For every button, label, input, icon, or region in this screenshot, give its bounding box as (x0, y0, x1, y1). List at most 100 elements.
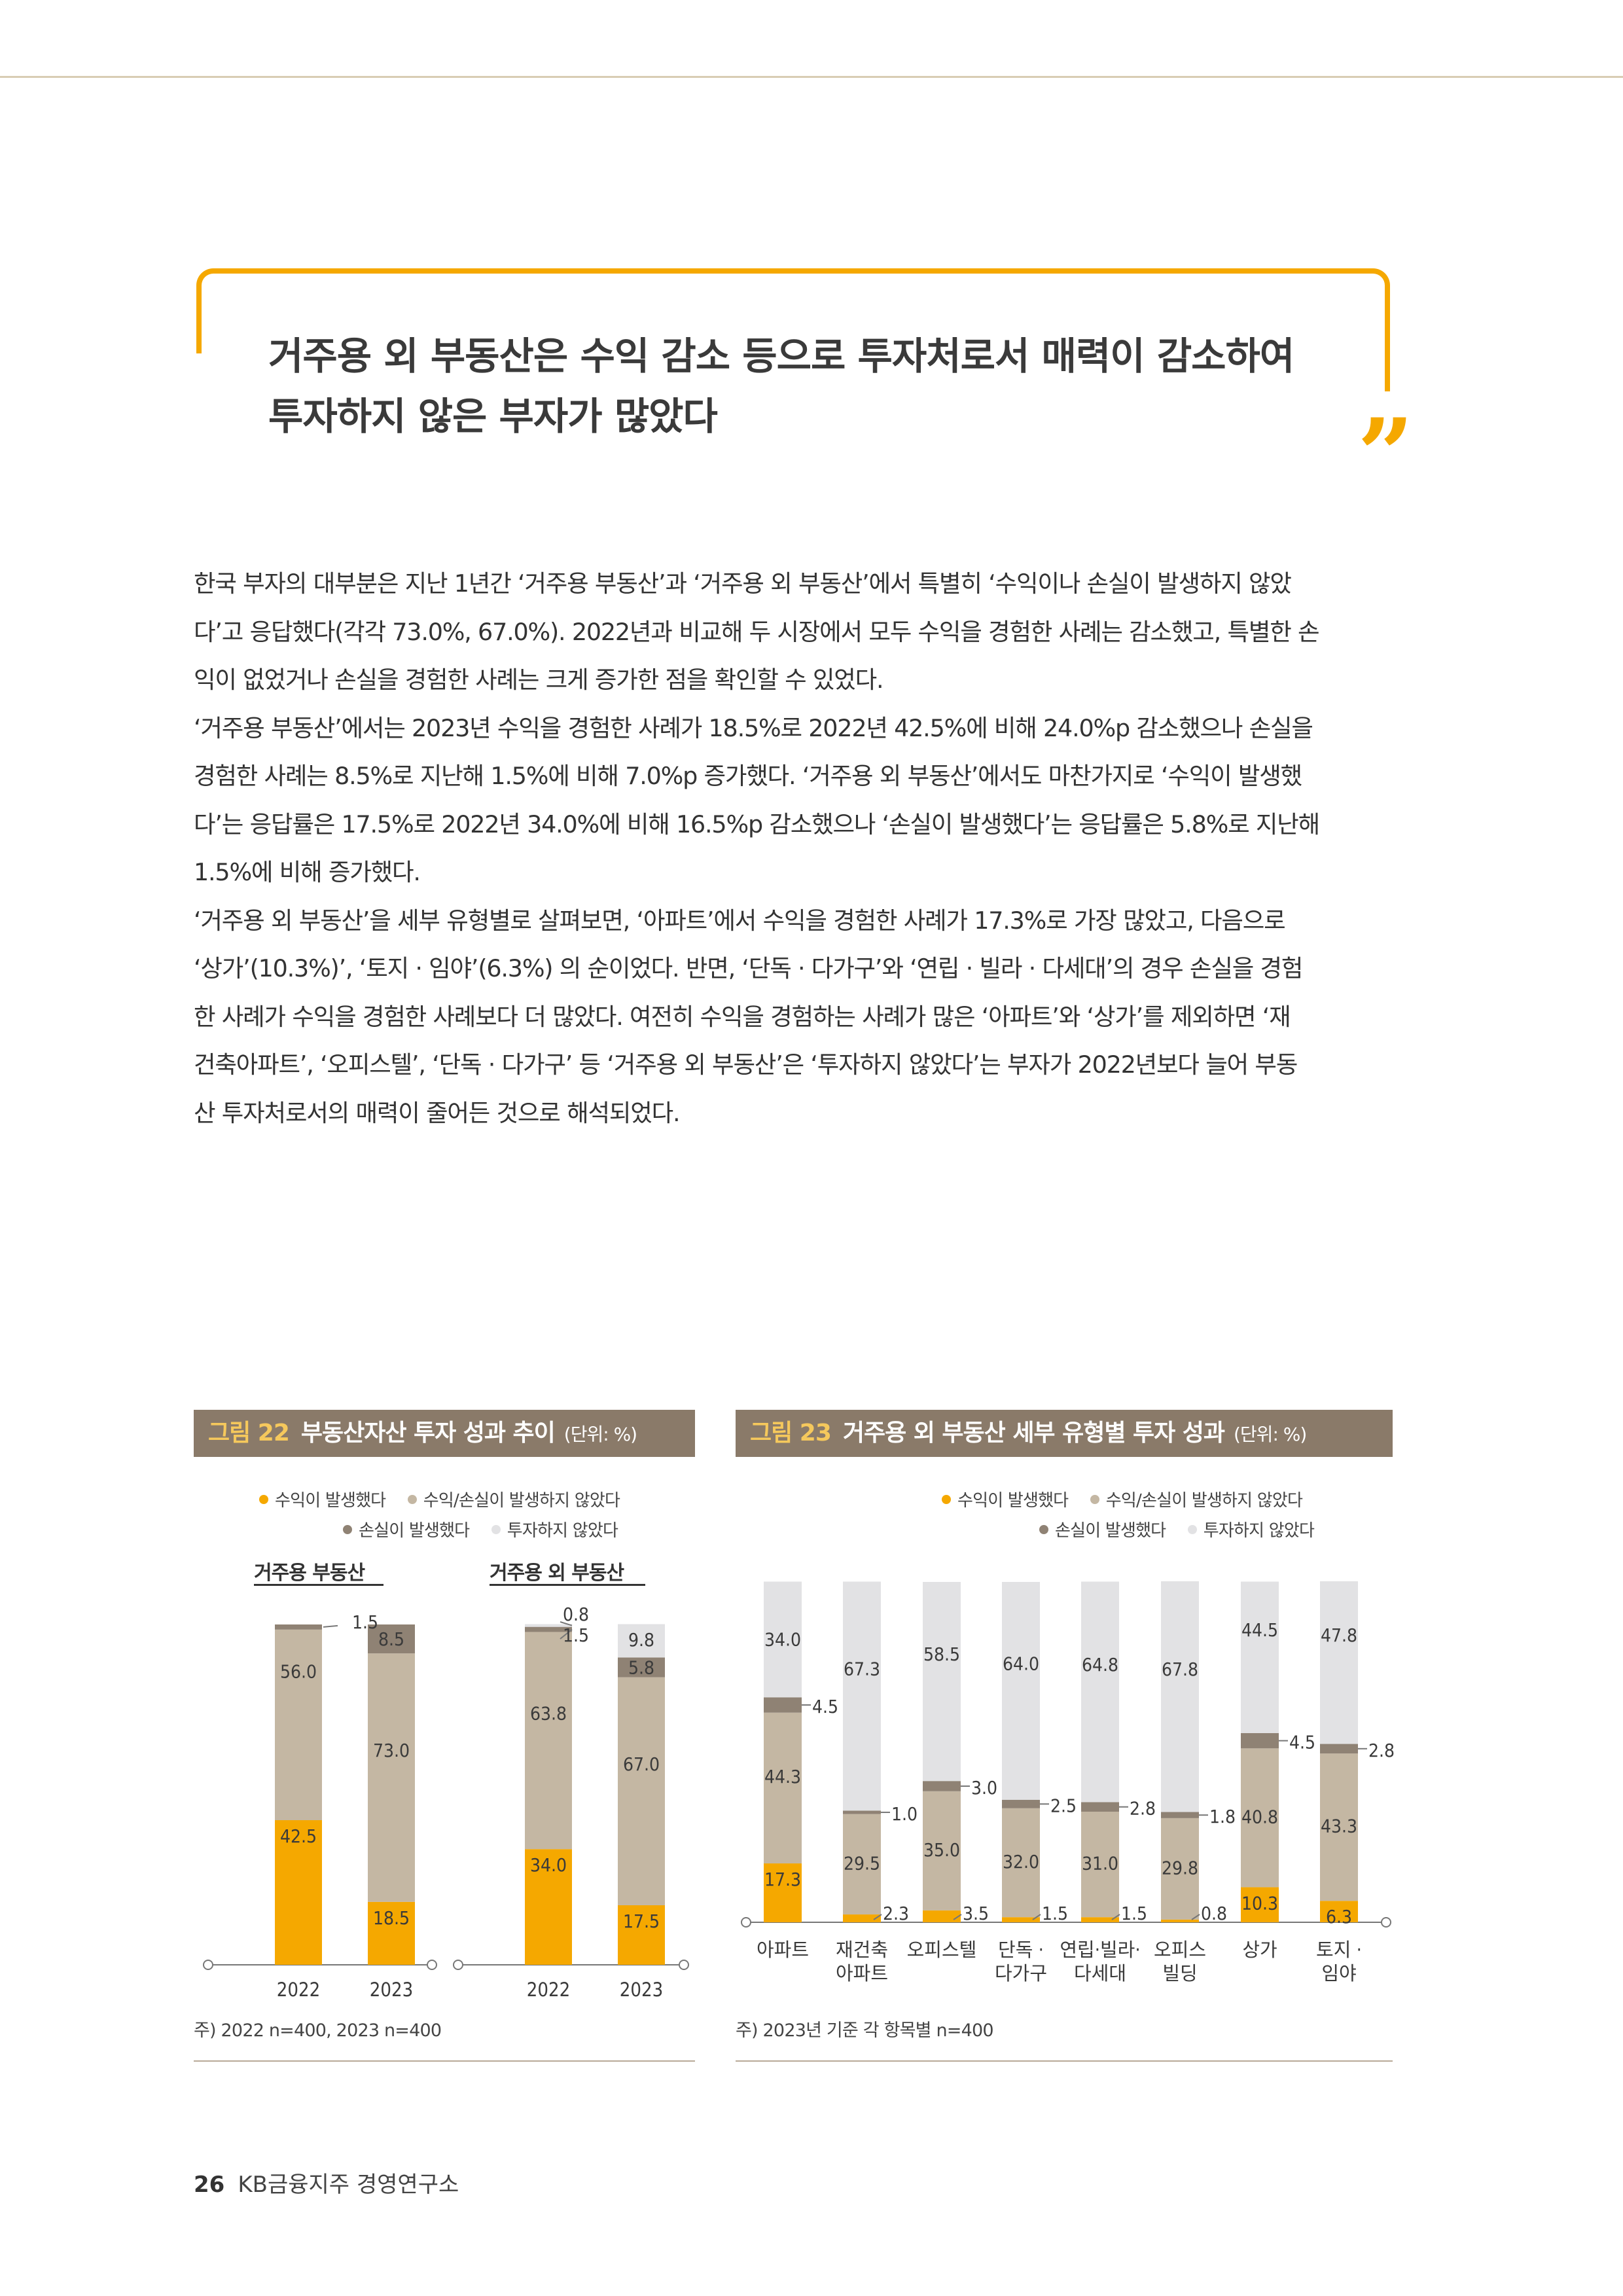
data-label: 6.3 (1326, 1906, 1352, 1928)
body-line: 익이 없었거나 손실을 경험한 사례는 크게 증가한 점을 확인할 수 있었다. (194, 666, 884, 694)
bar-segment (1241, 1748, 1279, 1888)
callout-line (953, 1914, 962, 1920)
fig22-header: 그림 22 부동산자산 투자 성과 추이 (단위: %) (194, 1410, 695, 1457)
fig22-legend-row1: 수익이 발생했다 수익/손실이 발생하지 않았다 (242, 1487, 620, 1511)
headline: 거주용 외 부동산은 수익 감소 등으로 투자처로서 매력이 감소하여 투자하지… (268, 326, 1329, 446)
data-label: 5.8 (628, 1657, 654, 1679)
data-label: 2.3 (883, 1903, 909, 1924)
fig22-legend-row2: 손실이 발생했다 투자하지 않았다 (326, 1517, 618, 1541)
data-label: 1.5 (563, 1624, 589, 1646)
bar-segment (1320, 1753, 1358, 1901)
fig23-header: 그림 23 거주용 외 부동산 세부 유형별 투자 성과 (단위: %) (736, 1410, 1393, 1457)
x-tick-label: 다세대 (1074, 1962, 1126, 1984)
data-label: 29.5 (844, 1852, 880, 1874)
bar-segment (764, 1581, 802, 1698)
legend-dot (1187, 1524, 1197, 1534)
bar-segment (1002, 1582, 1040, 1800)
callout-line (323, 1624, 338, 1628)
headline-line: 투자하지 않은 부자가 많았다 (268, 394, 718, 439)
legend-dot (259, 1494, 268, 1504)
data-label: 42.5 (280, 1825, 317, 1847)
data-label: 1.8 (1209, 1806, 1236, 1827)
data-label: 9.8 (628, 1629, 654, 1651)
fig22-group-title-residential: 거주용 부동산 (254, 1562, 365, 1585)
data-label: 44.5 (1241, 1619, 1278, 1641)
bar-segment (1161, 1812, 1199, 1818)
x-tick-label: 2022 (277, 1979, 320, 2001)
legend-dot (343, 1524, 352, 1534)
bar-segment (525, 1626, 572, 1632)
bar-segment (764, 1712, 802, 1864)
fig22-note: 주) 2022 n=400, 2023 n=400 (194, 2020, 442, 2041)
body-line: 다’는 응답률은 17.5%로 2022년 34.0%에 비해 16.5%p 감… (194, 810, 1320, 838)
bar-segment (1320, 1744, 1358, 1754)
data-label: 58.5 (923, 1643, 960, 1665)
legend-item-loss: 손실이 발생했다 (1039, 1517, 1166, 1541)
bar-segment (923, 1582, 961, 1782)
bar-segment (525, 1624, 572, 1627)
bar-segment (923, 1781, 961, 1791)
bar-segment (1081, 1812, 1119, 1918)
bar-segment (764, 1697, 802, 1713)
bar-segment (1241, 1581, 1279, 1733)
data-label: 64.0 (1003, 1653, 1039, 1674)
body-line: ‘거주용 외 부동산’을 세부 유형별로 살펴보면, ‘아파트’에서 수익을 경… (194, 906, 1286, 935)
data-label: 10.3 (1241, 1892, 1278, 1914)
data-label: 2.8 (1368, 1740, 1395, 1761)
x-tick-label: 재건축 (836, 1939, 888, 1961)
bar-segment (275, 1624, 322, 1630)
fig22-title: 부동산자산 투자 성과 추이 (300, 1420, 556, 1446)
data-label: 73.0 (373, 1740, 410, 1761)
data-label: 8.5 (378, 1628, 404, 1650)
bar-segment (843, 1814, 881, 1915)
legend-dot (1090, 1494, 1099, 1504)
x-tick-label: 2022 (527, 1979, 570, 2001)
body-line: ‘거주용 부동산’에서는 2023년 수익을 경험한 사례가 18.5%로 20… (194, 713, 1313, 742)
x-tick-label: 단독 · (998, 1939, 1044, 1961)
bar-segment (923, 1791, 961, 1910)
bar-segment (764, 1863, 802, 1922)
fig22-unit: (단위: %) (563, 1424, 637, 1445)
bar-segment (1320, 1901, 1358, 1922)
data-label: 4.5 (812, 1696, 838, 1717)
legend-dot (407, 1494, 417, 1504)
bar-segment (843, 1914, 881, 1922)
footer-org: KB금융지주 경영연구소 (238, 2172, 459, 2198)
data-label: 67.0 (623, 1753, 660, 1775)
x-tick-label: 임야 (1321, 1962, 1356, 1984)
bar-segment (1002, 1799, 1040, 1808)
x-tick-label: 아파트 (836, 1962, 888, 1984)
axis-end-cap (203, 1960, 213, 1970)
legend-item-no-invest: 투자하지 않았다 (491, 1517, 618, 1541)
fig22-number: 그림 22 (208, 1420, 290, 1446)
fig23-legend-row2: 손실이 발생했다 투자하지 않았다 (1022, 1517, 1315, 1541)
data-label: 29.8 (1162, 1857, 1198, 1878)
data-label: 1.0 (891, 1803, 918, 1825)
x-tick-label: 2023 (620, 1979, 663, 2001)
fig23-legend-row1: 수익이 발생했다 수익/손실이 발생하지 않았다 (925, 1487, 1303, 1511)
quote-box (196, 268, 1390, 391)
callout-line (873, 1914, 882, 1920)
x-tick-label: 다가구 (995, 1962, 1047, 1984)
data-label: 17.5 (623, 1910, 660, 1932)
data-label: 40.8 (1241, 1806, 1278, 1827)
callout-line (1111, 1914, 1120, 1920)
axis-end-cap (679, 1960, 689, 1970)
bar-segment (618, 1657, 665, 1677)
axis-end-cap (741, 1917, 751, 1928)
axis-end-cap (1381, 1917, 1391, 1928)
x-tick-label: 2023 (370, 1979, 413, 2001)
legend-item-none: 수익/손실이 발생하지 않았다 (1090, 1487, 1303, 1511)
callout-line (560, 1628, 573, 1640)
body-line: 산 투자처로서의 매력이 줄어든 것으로 해석되었다. (194, 1098, 681, 1127)
body-line: ‘상가’(10.3%)’, ‘토지 · 임야’(6.3%) 의 순이었다. 반면… (194, 954, 1303, 982)
bar-segment (1161, 1818, 1199, 1920)
data-label: 2.8 (1130, 1798, 1156, 1820)
quote-mark: ” (1357, 397, 1414, 512)
bar-segment (275, 1629, 322, 1820)
bar-segment (1081, 1802, 1119, 1812)
x-tick-label: 오피스 (1154, 1939, 1206, 1961)
fig23-note: 주) 2023년 기준 각 항목별 n=400 (736, 2020, 994, 2041)
bar-segment (368, 1624, 415, 1654)
data-label: 43.3 (1321, 1816, 1357, 1837)
